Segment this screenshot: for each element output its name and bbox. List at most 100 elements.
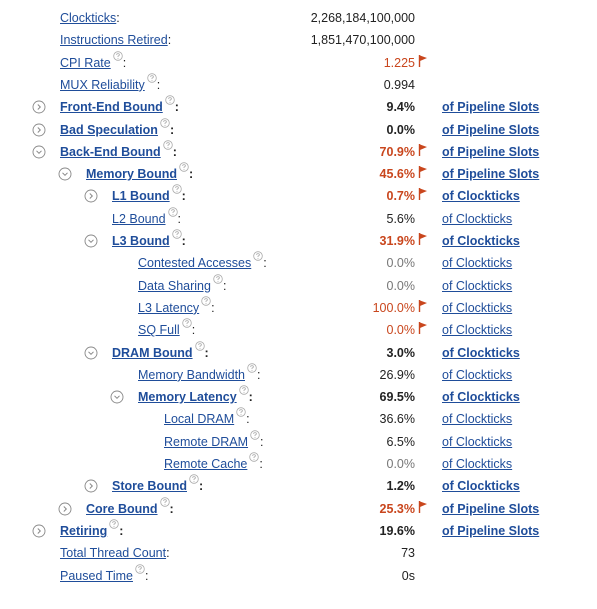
metric-link[interactable]: L1 Bound [112, 189, 170, 204]
expander-chevron [88, 350, 94, 355]
help-icon[interactable] [160, 117, 170, 128]
metric-link[interactable]: Local DRAM [164, 412, 235, 427]
expander[interactable] [58, 502, 72, 516]
expander[interactable] [84, 479, 98, 493]
help-icon[interactable] [147, 73, 157, 83]
help-icon[interactable] [165, 95, 175, 105]
help-icon[interactable] [194, 340, 205, 351]
help-icon[interactable] [159, 496, 170, 507]
expander[interactable] [110, 390, 124, 404]
metric-link[interactable]: DRAM Bound [112, 345, 193, 360]
metric-unit[interactable]: of Clockticks [442, 345, 520, 360]
metric-label: L2 Bound: [112, 206, 181, 229]
metric-link[interactable]: Bad Speculation [60, 122, 158, 137]
help-icon[interactable] [179, 162, 189, 172]
help-dot [257, 258, 259, 260]
help-icon[interactable] [109, 519, 119, 529]
metric-link[interactable]: Retiring [60, 523, 108, 538]
metric-link[interactable]: Paused Time [60, 568, 133, 583]
metric-link[interactable]: L3 Bound [112, 234, 170, 248]
help-icon[interactable] [236, 407, 246, 418]
metric-link[interactable]: CPI Rate [60, 55, 111, 70]
metric-unit[interactable]: of Pipeline Slots [442, 167, 540, 182]
help-icon[interactable] [171, 184, 182, 195]
metric-link[interactable]: Remote Cache [164, 457, 248, 471]
help-icon[interactable] [113, 50, 123, 61]
help-icon[interactable] [135, 563, 145, 574]
metric-row: Remote DRAM: 6.5% of Clockticks [0, 429, 597, 452]
help-icon[interactable] [163, 140, 173, 150]
metric-link[interactable]: L2 Bound [112, 211, 166, 226]
metric-link[interactable]: Memory Bandwidth [138, 367, 245, 382]
help-icon[interactable] [167, 206, 178, 217]
metric-link[interactable]: Memory Bound [86, 167, 177, 182]
flag-cloth [420, 233, 427, 239]
metric-row: L3 Latency: 100.0% of Clockticks [0, 296, 597, 318]
metric-unit[interactable]: of Clockticks [442, 300, 513, 315]
metric-unit[interactable]: of Clockticks [442, 412, 513, 427]
flag-cloth [420, 300, 427, 306]
help-circle [135, 563, 145, 574]
metric-link[interactable]: Remote DRAM [164, 434, 249, 449]
help-icon[interactable] [253, 251, 263, 261]
metric-unit[interactable]: of Clockticks [442, 390, 520, 405]
expander[interactable] [32, 524, 46, 538]
expander[interactable] [32, 100, 46, 114]
expander[interactable] [32, 145, 46, 159]
metric-link[interactable]: Store Bound [112, 479, 187, 494]
metric-label: Contested Accesses: [138, 251, 267, 273]
metric-unit[interactable]: of Clockticks [442, 367, 513, 382]
help-dot [199, 347, 201, 349]
metric-unit[interactable]: of Pipeline Slots [442, 144, 540, 159]
metric-row: L2 Bound: 5.6% of Clockticks [0, 206, 597, 229]
expander[interactable] [32, 123, 46, 137]
label-suffix: : [259, 457, 263, 471]
metric-link[interactable]: Back-End Bound [60, 144, 161, 159]
metric-link[interactable]: Data Sharing [138, 278, 211, 293]
metric-link[interactable]: MUX Reliability [60, 77, 145, 92]
help-icon[interactable] [238, 385, 249, 395]
metric-unit[interactable]: of Clockticks [442, 234, 520, 248]
metric-unit[interactable]: of Clockticks [442, 323, 513, 338]
metric-unit[interactable]: of Clockticks [442, 278, 513, 293]
metric-unit[interactable]: of Pipeline Slots [442, 122, 540, 137]
expander[interactable] [84, 234, 98, 248]
metric-unit[interactable]: of Clockticks [442, 457, 513, 471]
metric-link[interactable]: Contested Accesses [138, 256, 252, 271]
label-suffix: : [211, 300, 215, 315]
metric-value: 19.6% [379, 523, 415, 538]
metric-link[interactable]: L3 Latency [138, 300, 200, 315]
expander[interactable] [84, 346, 98, 360]
help-icon[interactable] [213, 273, 223, 284]
metric-link[interactable]: Memory Latency [138, 390, 237, 405]
metric-unit[interactable]: of Clockticks [442, 434, 513, 449]
help-icon[interactable] [247, 363, 257, 373]
help-glyph [182, 164, 186, 169]
metric-unit[interactable]: of Pipeline Slots [442, 100, 540, 115]
expander[interactable] [58, 167, 72, 181]
metric-unit[interactable]: of Clockticks [442, 479, 520, 494]
help-dot [164, 503, 166, 505]
help-icon[interactable] [201, 296, 211, 306]
expander[interactable] [84, 189, 98, 203]
metric-link[interactable]: SQ Full [138, 323, 180, 338]
metric-unit[interactable]: of Clockticks [442, 211, 513, 226]
metric-link[interactable]: Clockticks [60, 11, 117, 25]
metric-unit[interactable]: of Clockticks [442, 256, 513, 271]
help-icon[interactable] [249, 452, 260, 462]
help-icon[interactable] [189, 474, 199, 484]
metric-unit[interactable]: of Pipeline Slots [442, 523, 540, 538]
help-icon[interactable] [171, 229, 182, 239]
metric-label: Remote Cache: [164, 452, 263, 474]
metric-link[interactable]: Instructions Retired [60, 33, 168, 48]
metric-link[interactable]: Total Thread Count [60, 546, 167, 561]
metric-label: Memory Bound: [86, 162, 193, 184]
metric-unit[interactable]: of Clockticks [442, 189, 520, 204]
metric-link[interactable]: Front-End Bound [60, 100, 163, 115]
help-icon[interactable] [250, 429, 260, 440]
metric-link[interactable]: Core Bound [86, 501, 158, 516]
label-suffix: : [166, 546, 170, 561]
metric-unit[interactable]: of Pipeline Slots [442, 501, 540, 516]
expander-chevron [37, 126, 42, 133]
help-icon[interactable] [181, 318, 192, 328]
